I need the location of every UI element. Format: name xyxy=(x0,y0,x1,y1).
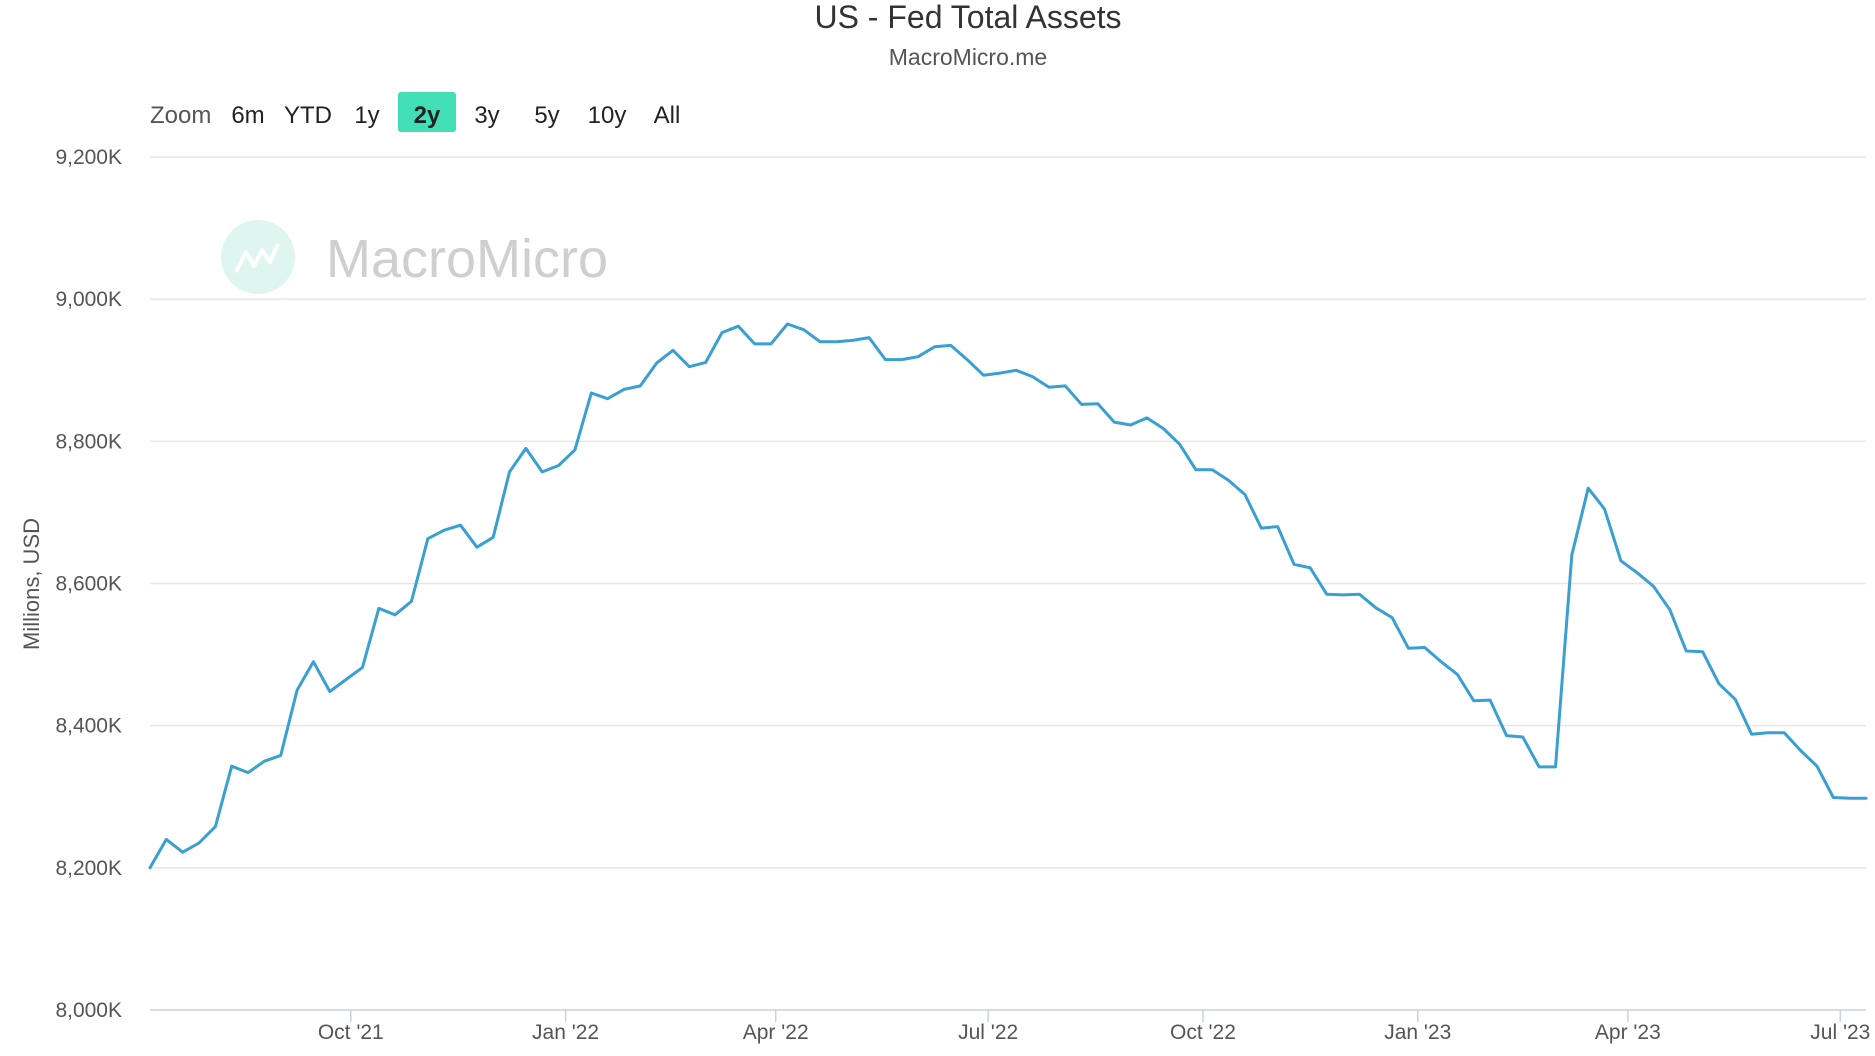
watermark-text: MacroMicro xyxy=(326,229,608,289)
zoom-button-1y[interactable]: 1y xyxy=(338,92,396,132)
y-tick-label: 8,400K xyxy=(55,715,122,738)
x-axis-ticks: Oct '21 Jan '22 Apr '22 Jul '22 Oct '22 Jan '… xyxy=(318,1010,1870,1044)
zoom-button-bg xyxy=(398,92,456,132)
zoom-button-label: 10y xyxy=(588,102,627,129)
x-tick-label: Apr '23 xyxy=(1595,1021,1661,1044)
series-group xyxy=(148,322,1868,870)
zoom-button-label: YTD xyxy=(284,102,332,129)
y-tick-label: 9,000K xyxy=(55,288,122,311)
x-tick-label: Jul '23 xyxy=(1810,1021,1870,1044)
y-tick-label: 9,200K xyxy=(55,146,122,169)
y-tick-label: 8,800K xyxy=(55,430,122,453)
y-axis-label: Millions, USD xyxy=(19,518,44,650)
zoom-button-label: 5y xyxy=(534,102,559,129)
zoom-button-label: 2y xyxy=(414,102,441,129)
x-tick-label: Jan '22 xyxy=(532,1021,599,1044)
y-tick-label: 8,200K xyxy=(55,857,122,880)
y-axis-ticks: 8,000K 8,200K 8,400K 8,600K 8,800K 9,000K 9,20… xyxy=(55,146,122,1022)
watermark: MacroMicro xyxy=(221,220,608,294)
zoom-label: Zoom xyxy=(150,102,211,129)
x-tick-label: Apr '22 xyxy=(743,1021,809,1044)
x-tick-label: Jul '22 xyxy=(958,1021,1018,1044)
y-tick-label: 8,600K xyxy=(55,573,122,596)
zoom-button-label: 6m xyxy=(231,102,264,129)
logo-mark-icon xyxy=(234,243,280,273)
y-tick-label: 8,000K xyxy=(55,999,122,1022)
x-tick-label: Jan '23 xyxy=(1384,1021,1451,1044)
zoom-button-2y[interactable]: 2y xyxy=(398,92,456,132)
zoom-controls: Zoom 6m YTD 1y 2y 3y 5y 10y All xyxy=(150,92,696,132)
chart-subtitle: MacroMicro.me xyxy=(889,44,1047,70)
zoom-button-5y[interactable]: 5y xyxy=(518,92,576,132)
zoom-button-label: All xyxy=(654,102,681,129)
zoom-button-ytd[interactable]: YTD xyxy=(279,92,337,132)
zoom-button-label: 1y xyxy=(354,102,379,129)
zoom-button-10y[interactable]: 10y xyxy=(578,92,636,132)
zoom-button-label: 3y xyxy=(474,102,499,129)
zoom-button-6m[interactable]: 6m xyxy=(219,92,277,132)
series-line xyxy=(148,322,1868,870)
zoom-button-3y[interactable]: 3y xyxy=(458,92,516,132)
chart-title: US - Fed Total Assets xyxy=(814,0,1121,35)
y-gridlines xyxy=(150,156,1866,869)
zoom-button-all[interactable]: All xyxy=(638,92,696,132)
x-tick-label: Oct '22 xyxy=(1170,1021,1236,1044)
x-tick-label: Oct '21 xyxy=(318,1021,384,1044)
